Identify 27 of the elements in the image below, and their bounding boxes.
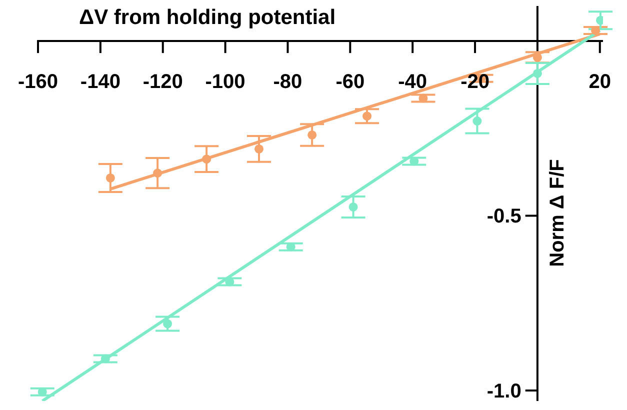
point	[254, 144, 264, 154]
point	[418, 94, 428, 103]
point	[106, 173, 115, 182]
point	[38, 387, 47, 396]
point	[286, 242, 296, 252]
point	[532, 68, 542, 78]
y-tick-label: -1.0	[486, 380, 522, 403]
y-axis-title: Norm Δ F/F	[546, 159, 568, 267]
x-axis-title: ΔV from holding potential	[79, 6, 336, 30]
x-tick-label: -120	[142, 71, 183, 94]
point	[362, 112, 372, 121]
x-tick-label: -100	[205, 71, 246, 94]
x-tick-label: -140	[80, 71, 120, 94]
point	[308, 130, 317, 140]
point	[100, 354, 110, 364]
point	[472, 116, 482, 126]
x-tick-label: -80	[273, 71, 302, 94]
point	[348, 202, 358, 212]
x-tick-label: 20	[588, 71, 612, 94]
x-tick-label: -160	[18, 71, 58, 94]
point	[163, 319, 172, 328]
point	[410, 156, 419, 166]
y-tick-label: -0.5	[486, 206, 522, 228]
x-tick-label: -40	[398, 71, 428, 94]
x-tick-label: -60	[336, 71, 365, 94]
point	[153, 168, 162, 178]
point	[202, 154, 212, 164]
